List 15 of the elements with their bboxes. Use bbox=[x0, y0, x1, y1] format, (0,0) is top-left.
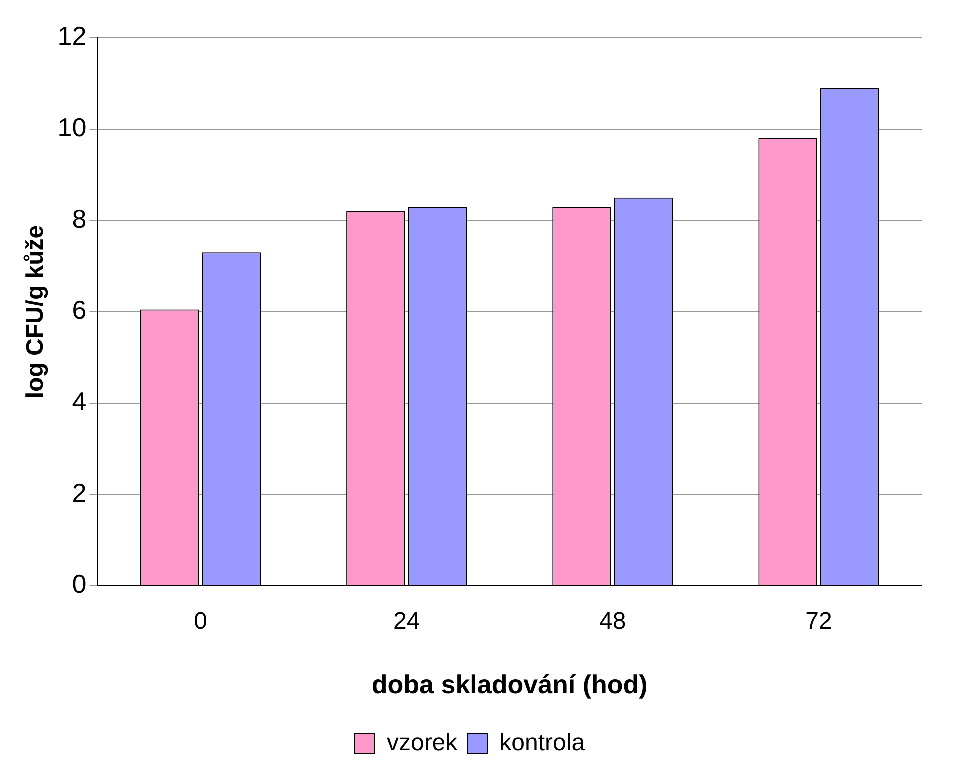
y-tick-label: 8 bbox=[72, 204, 87, 234]
y-tick-label: 6 bbox=[72, 295, 87, 326]
y-axis-title: log CFU/g kůže bbox=[22, 225, 50, 399]
x-tick-label: 24 bbox=[393, 608, 420, 636]
legend-label: kontrola bbox=[500, 730, 586, 757]
y-tick-label: 0 bbox=[72, 569, 87, 600]
y-tick-label: 2 bbox=[72, 478, 87, 508]
y-tick-label: 10 bbox=[58, 112, 87, 143]
y-tick-label: 4 bbox=[72, 386, 87, 417]
x-tick-label: 48 bbox=[600, 608, 626, 636]
y-tick-label: 12 bbox=[58, 21, 87, 52]
x-tick-label: 0 bbox=[194, 608, 208, 636]
x-tick-label: 72 bbox=[806, 608, 832, 636]
x-axis-title: doba skladování (hod) bbox=[372, 670, 648, 700]
legend-label: vzorek bbox=[386, 730, 459, 757]
